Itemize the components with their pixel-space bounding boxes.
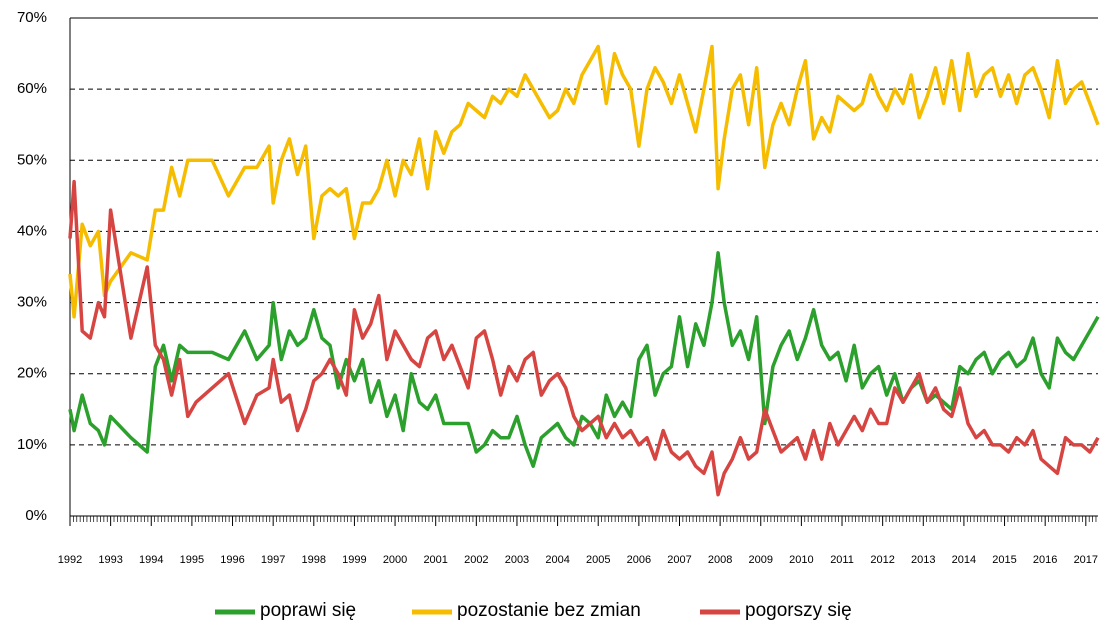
legend-label: pozostanie bez zmian	[457, 600, 641, 621]
y-tick-label: 50%	[17, 151, 47, 168]
y-tick-label: 30%	[17, 294, 47, 311]
x-tick-label: 2004	[545, 554, 569, 566]
x-tick-label: 1998	[302, 554, 326, 566]
series-line	[68, 251, 1100, 468]
y-tick-label: 10%	[17, 436, 47, 453]
x-tick-label: 2017	[1074, 554, 1098, 566]
y-tick-label: 70%	[17, 9, 47, 26]
y-tick-label: 40%	[17, 222, 47, 239]
x-tick-label: 1999	[342, 554, 366, 566]
legend-label: poprawi się	[260, 600, 356, 621]
x-tick-label: 2009	[749, 554, 773, 566]
x-tick-label: 2001	[423, 554, 447, 566]
y-tick-label: 20%	[17, 365, 47, 382]
x-tick-label: 2002	[464, 554, 488, 566]
x-tick-label: 2013	[911, 554, 935, 566]
x-tick-label: 2015	[992, 554, 1016, 566]
x-tick-label: 1992	[58, 554, 82, 566]
x-tick-label: 1994	[139, 554, 163, 566]
y-tick-label: 0%	[25, 507, 47, 524]
x-tick-label: 2016	[1033, 554, 1057, 566]
legend-label: pogorszy się	[745, 600, 852, 621]
x-tick-label: 2007	[667, 554, 691, 566]
x-tick-label: 2006	[627, 554, 651, 566]
x-tick-label: 1995	[180, 554, 204, 566]
x-tick-label: 2008	[708, 554, 732, 566]
x-tick-label: 1996	[220, 554, 244, 566]
x-tick-label: 1997	[261, 554, 285, 566]
x-tick-label: 2005	[586, 554, 610, 566]
series-line	[68, 179, 1100, 497]
x-tick-label: 2000	[383, 554, 407, 566]
x-tick-label: 2003	[505, 554, 529, 566]
x-tick-label: 2011	[830, 554, 854, 566]
x-tick-label: 2014	[952, 554, 976, 566]
x-tick-label: 2012	[870, 554, 894, 566]
series-line	[68, 44, 1100, 319]
x-tick-label: 2010	[789, 554, 813, 566]
x-tick-label: 1993	[98, 554, 122, 566]
y-tick-label: 60%	[17, 80, 47, 97]
